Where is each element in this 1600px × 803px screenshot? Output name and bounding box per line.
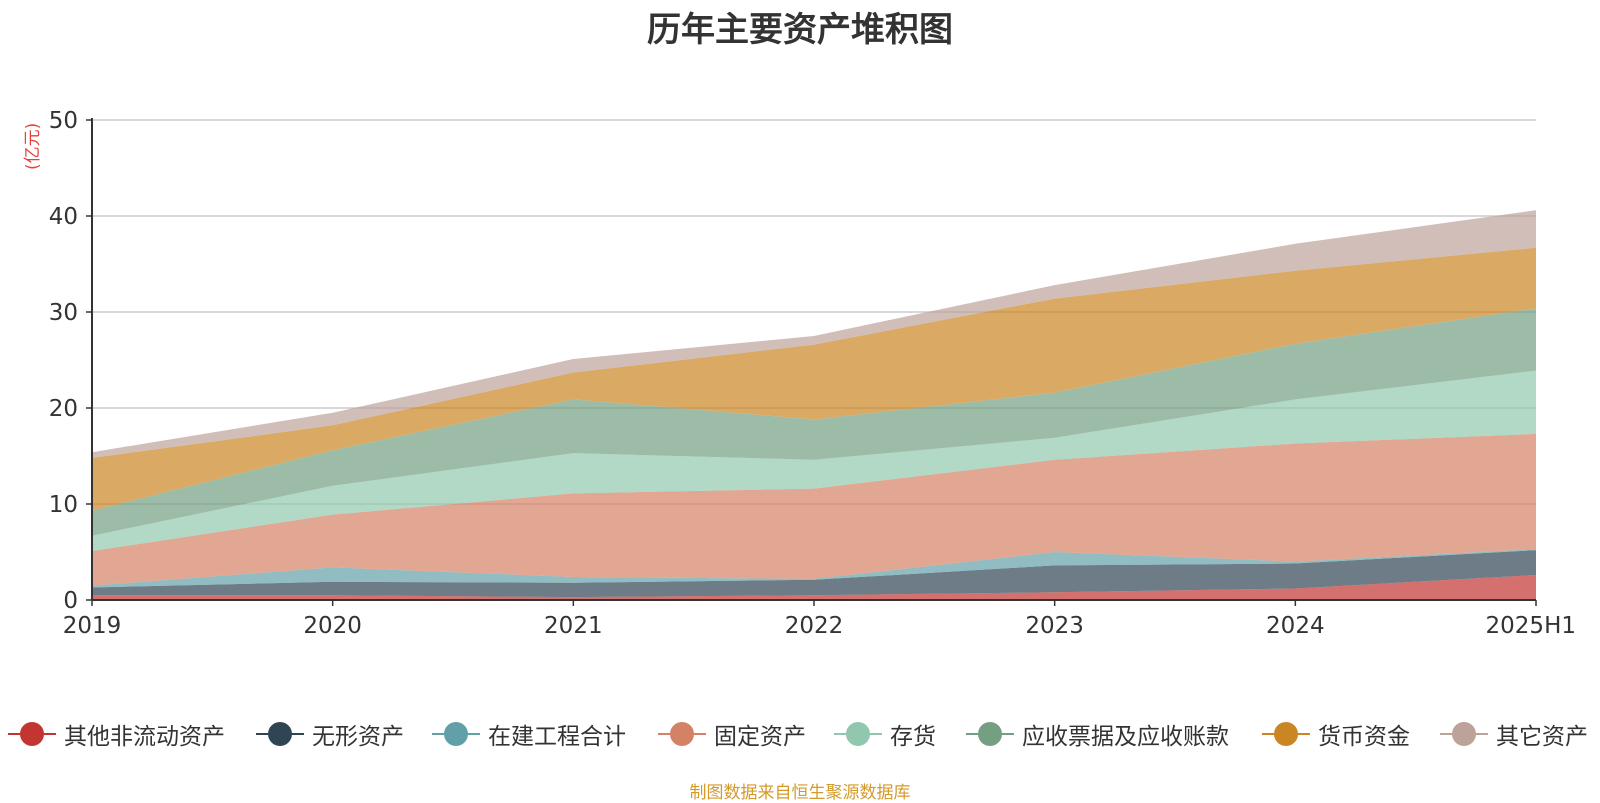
x-tick-label: 2024 xyxy=(1266,613,1325,639)
y-tick-label: 0 xyxy=(63,588,78,614)
area-8 xyxy=(92,210,1536,458)
legend-label: 存货 xyxy=(890,724,936,750)
area-1 xyxy=(92,575,1536,600)
legend: 其他非流动资产 无形资产 在建工程合计 固定资产 存货 应收票据及应收账款 货币资金 其它资产 xyxy=(0,716,1600,756)
y-tick-label: 10 xyxy=(49,492,78,518)
legend-item-6[interactable]: 应收票据及应收账款 xyxy=(966,716,1229,752)
x-tick-label: 2020 xyxy=(303,613,362,639)
y-tick-label: 20 xyxy=(49,396,78,422)
area-3 xyxy=(92,549,1536,588)
chart-title: 历年主要资产堆积图 xyxy=(647,10,953,50)
y-tick-label: 40 xyxy=(49,204,78,230)
x-tick-label: 2021 xyxy=(544,613,603,639)
legend-item-1[interactable]: 其他非流动资产 xyxy=(8,716,225,752)
legend-label: 货币资金 xyxy=(1318,724,1410,750)
legend-symbol xyxy=(658,716,706,752)
y-tick-label: 30 xyxy=(49,300,78,326)
area-series xyxy=(92,210,1536,600)
legend-label: 应收票据及应收账款 xyxy=(1022,724,1229,750)
legend-label: 固定资产 xyxy=(714,724,806,750)
legend-symbol xyxy=(8,716,56,752)
legend-item-8[interactable]: 其它资产 xyxy=(1440,716,1588,752)
legend-symbol xyxy=(834,716,882,752)
y-tick-label: 50 xyxy=(49,108,78,134)
legend-label: 在建工程合计 xyxy=(488,724,626,750)
x-tick-label: 2023 xyxy=(1025,613,1084,639)
legend-item-2[interactable]: 无形资产 xyxy=(256,716,404,752)
legend-label: 其它资产 xyxy=(1496,724,1588,750)
x-tick-label: 2019 xyxy=(63,613,122,639)
axes: 0 10 20 30 40 50 2019 2020 2021 2022 2023 2024 2025H… xyxy=(49,108,1576,639)
legend-label: 无形资产 xyxy=(312,724,404,750)
legend-symbol xyxy=(256,716,304,752)
area-5 xyxy=(92,370,1536,551)
area-7 xyxy=(92,247,1536,511)
legend-symbol xyxy=(1262,716,1310,752)
area-6 xyxy=(92,308,1536,536)
legend-symbol xyxy=(966,716,1014,752)
x-tick-label: 2022 xyxy=(785,613,844,639)
legend-item-3[interactable]: 在建工程合计 xyxy=(432,716,626,752)
source-note: 制图数据来自恒生聚源数据库 xyxy=(689,783,911,803)
area-2 xyxy=(92,550,1536,598)
legend-label: 其他非流动资产 xyxy=(64,724,225,750)
legend-item-7[interactable]: 货币资金 xyxy=(1262,716,1410,752)
legend-item-5[interactable]: 存货 xyxy=(834,716,936,752)
legend-symbol xyxy=(432,716,480,752)
legend-item-4[interactable]: 固定资产 xyxy=(658,716,806,752)
legend-symbol xyxy=(1440,716,1488,752)
area-4 xyxy=(92,433,1536,586)
x-tick-label: 2025H1 xyxy=(1486,613,1576,639)
